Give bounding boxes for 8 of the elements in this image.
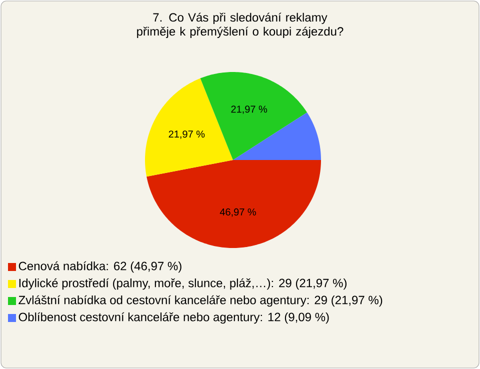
chart-title: 7. Co Vás při sledování reklamy přiměje k přemýšlení o koupi zájezdu? [137,12,344,38]
data-label: 21,97 % [231,106,268,114]
legend-label: Cenová nabídka: 62 (46,97 %) [18,261,182,273]
data-label: 46,97 % [220,208,256,217]
legend-label: Oblíbenost cestovní kanceláře nebo agentury: 12 (9,09 %) [18,312,329,324]
legend-label: Zvláštní nabídka od cestovní kanceláře nebo agentury: 29 (21,97 %) [18,295,382,307]
data-label: 21,97 % [168,130,205,139]
legend-label: Idylické prostředí (palmy, moře, slunce, pláž,…): 29 (21,97 %) [19,278,347,290]
